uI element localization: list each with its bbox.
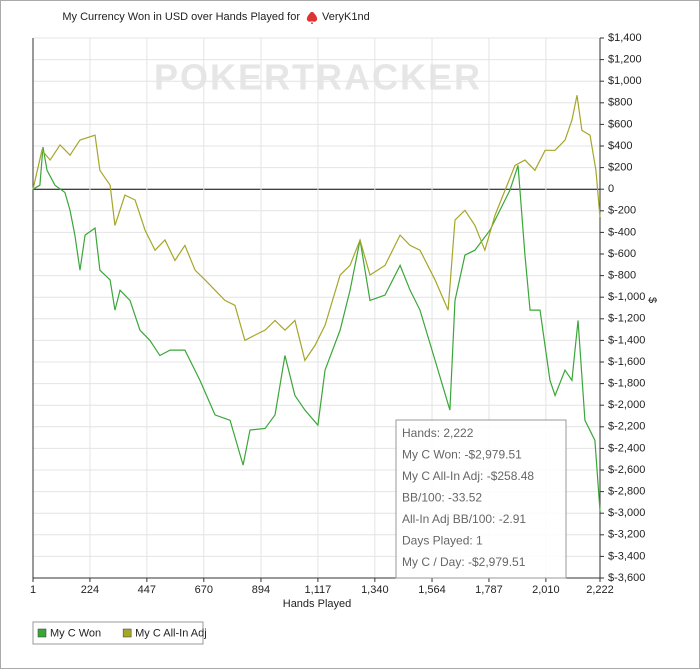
series-lines: [32, 95, 601, 512]
y-tick-label: $200: [608, 162, 632, 174]
y-tick-label: $-1,400: [608, 334, 645, 346]
y-tick-label: $-1,200: [608, 313, 645, 325]
x-tick-label: 224: [81, 584, 99, 596]
info-line: BB/100: -33.52: [402, 491, 482, 505]
y-tick-label: $-800: [608, 270, 636, 282]
y-tick-label: $1,400: [608, 32, 642, 44]
series-line: [32, 95, 601, 362]
watermark: POKERTRACKER: [154, 57, 482, 98]
info-line: My C All-In Adj: -$258.48: [402, 469, 534, 483]
info-box: [395, 419, 567, 579]
y-tick-label: $-2,800: [608, 486, 645, 498]
y-tick-label: $-1,800: [608, 378, 645, 390]
info-line: All-In Adj BB/100: -2.91: [402, 512, 526, 526]
x-tick-label: 1,117: [305, 584, 332, 596]
legend-swatch: [37, 628, 47, 638]
info-lines: Hands: 2,222 My C Won: -$2,979.51 My C All…: [402, 426, 534, 569]
x-tick-label: 2,010: [532, 584, 560, 596]
player-name: VeryK1nd: [322, 11, 370, 23]
chart-title: My Currency Won in USD over Hands Played…: [62, 11, 300, 23]
x-tick-label: 1,564: [418, 584, 446, 596]
player-icon: [306, 12, 318, 24]
info-line: My C Won: -$2,979.51: [402, 448, 522, 462]
y-tick-label: $-2,200: [608, 421, 645, 433]
x-tick-label: 2,222: [586, 584, 614, 596]
y-tick-label: $-400: [608, 226, 636, 238]
y-tick-label: $-1,600: [608, 356, 645, 368]
y-tick-label: $-2,000: [608, 399, 645, 411]
y-tick-label: $-3,200: [608, 529, 645, 541]
y-tick-label: $600: [608, 118, 632, 130]
y-tick-label: 0: [608, 183, 614, 195]
y-tick-label: $-3,000: [608, 507, 645, 519]
x-axis-label: Hands Played: [283, 598, 352, 610]
y-tick-label: $-2,600: [608, 464, 645, 476]
y-tick-label: $1,200: [608, 54, 642, 66]
x-tick-label: 1,340: [361, 584, 389, 596]
info-line: Days Played: 1: [402, 534, 483, 548]
series-line: [32, 146, 601, 512]
y-tick-label: $-3,600: [608, 572, 645, 584]
legend: [32, 621, 204, 645]
legend-label: My C All-In Adj: [135, 627, 207, 639]
y-tick-label: $1,000: [608, 75, 642, 87]
x-tick-label: 447: [138, 584, 156, 596]
y-tick-label: $400: [608, 140, 632, 152]
y-tick-label: $-1,000: [608, 291, 645, 303]
info-line: My C / Day: -$2,979.51: [402, 555, 526, 569]
y-tick-label: $-200: [608, 205, 636, 217]
legend-swatch: [122, 628, 132, 638]
x-tick-label: 1: [30, 584, 36, 596]
y-axis-label: $: [646, 297, 658, 303]
y-tick-label: $-2,400: [608, 442, 645, 454]
y-tick-label: $-3,400: [608, 550, 645, 562]
x-tick-label: 1,787: [475, 584, 503, 596]
legend-items: My C Won My C All-In Adj: [37, 627, 207, 639]
legend-label: My C Won: [50, 627, 101, 639]
y-tick-label: $-600: [608, 248, 636, 260]
x-tick-label: 894: [252, 584, 270, 596]
y-tick-label: $800: [608, 97, 632, 109]
x-tick-label: 670: [195, 584, 213, 596]
info-line: Hands: 2,222: [402, 426, 474, 440]
